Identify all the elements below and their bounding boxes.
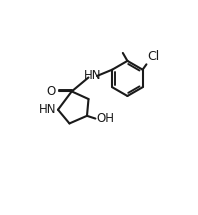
Text: O: O (47, 85, 56, 98)
Text: HN: HN (39, 103, 56, 116)
Text: OH: OH (96, 112, 114, 125)
Text: HN: HN (84, 69, 102, 82)
Text: Cl: Cl (147, 50, 160, 63)
